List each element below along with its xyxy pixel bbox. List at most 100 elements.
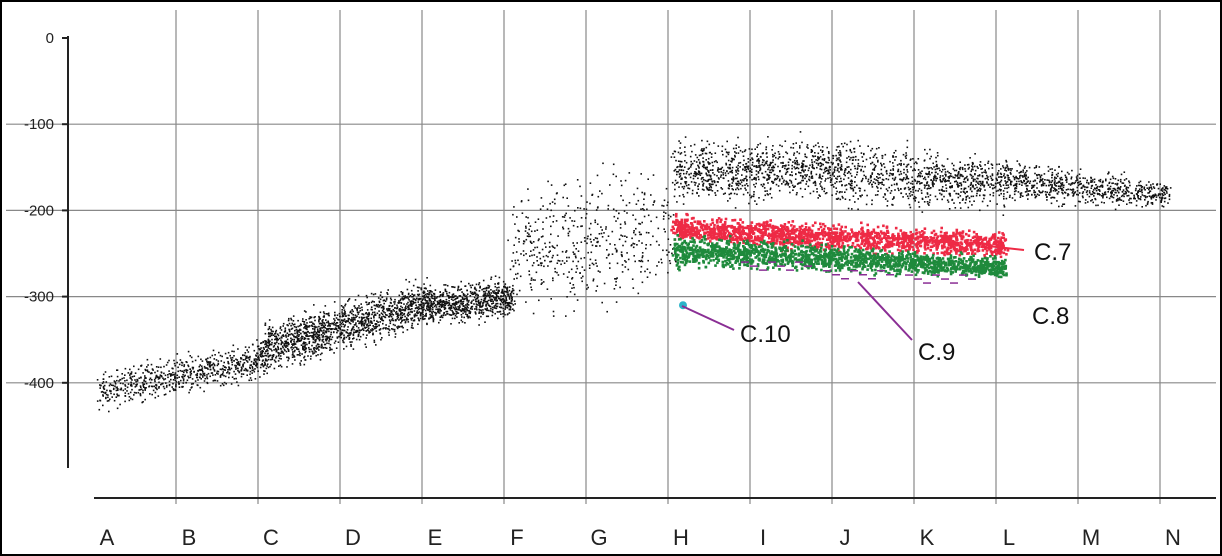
data-point — [324, 324, 327, 326]
data-point — [661, 261, 663, 264]
x-tick-label: D — [345, 525, 361, 550]
data-point — [422, 313, 424, 316]
data-point — [203, 380, 206, 382]
data-point — [111, 396, 113, 398]
data-point — [505, 290, 507, 293]
data-point — [202, 372, 204, 375]
data-point — [634, 233, 637, 236]
data-point — [653, 201, 655, 204]
data-point — [635, 203, 638, 205]
data-point — [745, 183, 748, 185]
data-point — [763, 187, 766, 189]
data-point — [713, 142, 715, 144]
data-point — [528, 222, 530, 224]
data-point — [168, 373, 171, 375]
data-point — [327, 327, 330, 330]
data-point — [787, 161, 790, 164]
data-point — [313, 328, 316, 330]
data-point — [421, 304, 423, 306]
data-point — [935, 165, 937, 168]
data-point — [494, 283, 496, 285]
data-point — [437, 310, 439, 312]
data-point — [390, 314, 392, 316]
data-point — [916, 180, 919, 183]
data-point — [509, 305, 512, 308]
data-point — [540, 283, 543, 285]
data-point — [388, 305, 391, 307]
data-point — [615, 175, 617, 178]
data-point — [589, 202, 591, 205]
data-point — [386, 327, 389, 330]
data-point — [609, 267, 611, 269]
data-point — [334, 314, 336, 316]
data-point — [331, 348, 333, 351]
data-point — [720, 187, 722, 189]
data-point — [502, 295, 504, 298]
data-point — [473, 303, 475, 305]
data-point — [684, 181, 686, 183]
data-point — [304, 346, 306, 349]
x-tick-label: C — [263, 525, 279, 550]
data-point — [817, 156, 819, 158]
data-point — [325, 347, 328, 349]
data-point — [471, 300, 473, 303]
data-point — [922, 177, 925, 180]
data-point — [877, 183, 880, 186]
data-point — [683, 166, 686, 168]
data-point — [419, 304, 422, 306]
data-point — [786, 167, 789, 170]
data-point — [124, 384, 126, 386]
data-point — [287, 319, 290, 322]
data-point — [349, 310, 352, 313]
data-point — [681, 177, 683, 179]
data-point — [213, 358, 216, 360]
data-point — [716, 161, 718, 164]
data-point — [639, 233, 641, 236]
data-point — [690, 160, 692, 163]
data-point — [452, 306, 455, 309]
data-point — [868, 183, 870, 185]
data-point — [427, 309, 429, 311]
data-point — [352, 310, 354, 313]
data-point — [764, 190, 766, 192]
data-point — [211, 354, 214, 357]
data-point — [235, 368, 237, 370]
data-point — [318, 316, 321, 319]
data-point — [291, 334, 294, 336]
data-point — [684, 154, 687, 157]
data-point — [409, 302, 412, 304]
data-point — [393, 301, 395, 303]
data-point — [360, 303, 362, 305]
data-point — [352, 319, 354, 322]
data-point — [937, 173, 939, 175]
data-point — [460, 280, 462, 283]
data-point — [460, 299, 462, 301]
data-point — [502, 310, 505, 312]
data-point — [119, 382, 122, 385]
data-point — [556, 254, 559, 256]
data-point — [321, 336, 324, 338]
data-point — [564, 219, 567, 222]
data-point — [448, 307, 450, 309]
data-point — [787, 182, 790, 185]
data-point — [911, 180, 914, 183]
data-point — [242, 354, 244, 357]
data-point — [494, 312, 496, 315]
data-point — [992, 184, 995, 187]
data-point — [310, 348, 312, 351]
data-point — [597, 270, 600, 272]
data-point — [680, 182, 682, 185]
data-point — [504, 308, 506, 310]
data-point — [424, 315, 426, 317]
data-point — [743, 179, 745, 182]
data-point — [368, 332, 370, 334]
data-point — [287, 341, 289, 344]
data-point — [741, 174, 743, 176]
data-point — [129, 376, 132, 378]
data-point — [698, 161, 701, 164]
data-point — [408, 308, 411, 310]
data-point — [850, 179, 853, 182]
data-point — [592, 263, 595, 266]
data-point — [971, 166, 974, 168]
data-point — [870, 174, 872, 177]
